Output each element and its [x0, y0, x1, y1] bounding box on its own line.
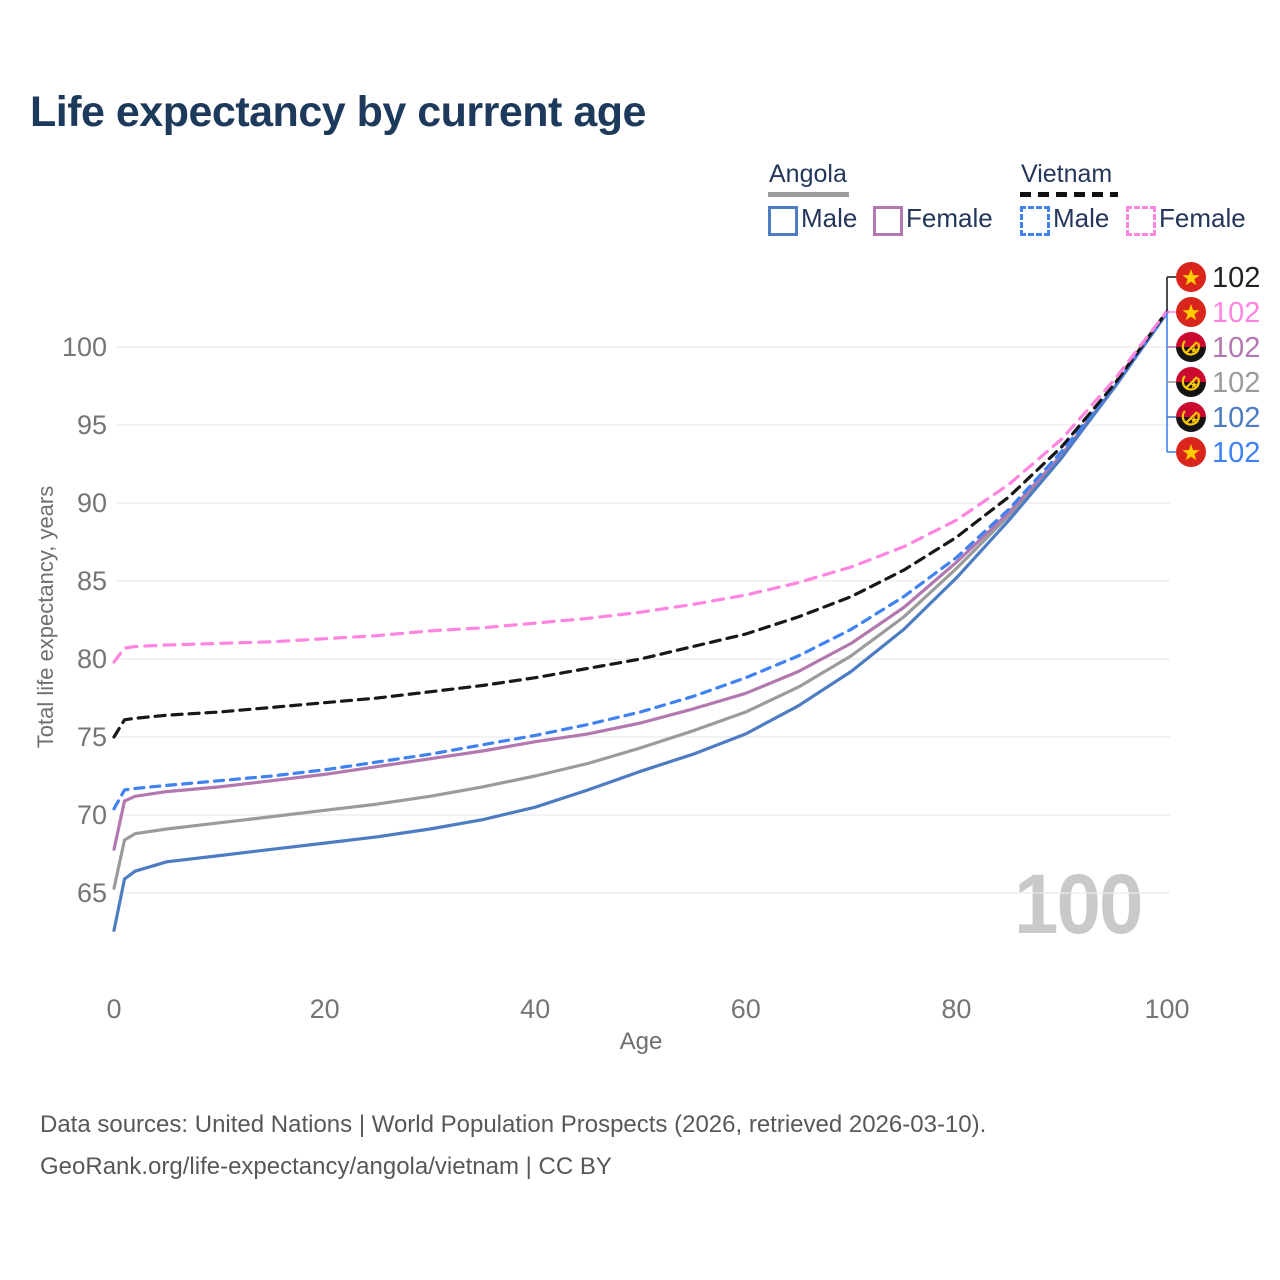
angola-flag-machete: [1185, 341, 1198, 354]
end-label-row: 102: [1167, 402, 1260, 434]
legend-swatch-angola-female[interactable]: [873, 206, 903, 236]
y-tick-label: 100: [62, 332, 107, 362]
angola-flag-icon: [1176, 367, 1206, 397]
end-label-row: 102: [1167, 367, 1260, 399]
angola-flag-star: [1190, 381, 1198, 389]
legend-label-angola-female[interactable]: Female: [906, 203, 993, 233]
angola-flag-red: [1176, 367, 1206, 382]
end-label-value: 102: [1212, 367, 1260, 399]
end-label-value: 102: [1212, 437, 1260, 469]
angola-flag-icon: [1176, 332, 1206, 362]
footer-sources: Data sources: United Nations | World Pop…: [40, 1111, 987, 1138]
y-tick-label: 90: [77, 488, 107, 518]
angola-flag-gear: [1181, 340, 1200, 356]
angola-flag-machete: [1185, 411, 1198, 424]
angola-flag-star: [1190, 346, 1198, 354]
x-tick-label: 100: [1144, 994, 1189, 1024]
legend-group-vietnam[interactable]: Vietnam: [1021, 160, 1113, 188]
vietnam-flag-star: [1182, 269, 1200, 286]
y-tick-label: 75: [77, 722, 107, 752]
end-label-row: 102: [1167, 262, 1260, 294]
end-label-value: 102: [1212, 402, 1260, 434]
page-title: Life expectancy by current age: [30, 88, 646, 136]
angola-flag-gear: [1181, 410, 1200, 426]
angola-flag-machete: [1185, 376, 1198, 389]
end-label-value: 102: [1212, 262, 1260, 294]
end-label-value: 102: [1212, 297, 1260, 329]
x-axis-title: Age: [619, 1028, 663, 1055]
x-tick-label: 40: [520, 994, 550, 1024]
x-tick-label: 0: [106, 994, 121, 1024]
legend-swatch-angola-male[interactable]: [768, 206, 798, 236]
angola-flag-red: [1176, 332, 1206, 347]
x-tick-label: 20: [310, 994, 340, 1024]
legend-group-angola[interactable]: Angola: [769, 160, 847, 188]
legend-swatch-vietnam-female[interactable]: [1126, 206, 1156, 236]
angola-flag-red: [1176, 402, 1206, 417]
footer-link: GeoRank.org/life-expectancy/angola/vietn…: [40, 1153, 612, 1180]
vietnam-flag-star: [1182, 304, 1200, 321]
angola-flag-gear: [1181, 375, 1200, 391]
angola-flag-star: [1190, 416, 1198, 424]
legend-label-vietnam-male[interactable]: Male: [1053, 203, 1110, 233]
y-tick-label: 85: [77, 566, 107, 596]
series-line-angola-total: [112, 311, 1169, 890]
legend-vietnam-line-sample: [1020, 192, 1118, 197]
end-label-value: 102: [1212, 332, 1260, 364]
footer: Data sources: United Nations | World Pop…: [40, 1104, 986, 1188]
series-line-vietnam-male: [112, 311, 1169, 811]
y-tick-label: 80: [77, 644, 107, 674]
series-line-vietnam-total: [112, 309, 1169, 739]
angola-flag-icon: [1176, 402, 1206, 432]
series-line-vietnam-female: [112, 309, 1169, 664]
end-label-row: 102: [1167, 297, 1260, 329]
legend-angola-line-sample: [768, 192, 849, 197]
end-label-row: 102: [1167, 437, 1260, 469]
x-tick-label: 80: [941, 994, 971, 1024]
y-tick-label: 70: [77, 800, 107, 830]
series-line-angola-female: [112, 311, 1169, 851]
legend-label-angola-male[interactable]: Male: [801, 203, 858, 233]
age-watermark: 100: [1014, 857, 1143, 951]
series-line-angola-male: [112, 311, 1169, 933]
end-label-row: 102: [1167, 332, 1260, 364]
y-tick-label: 95: [77, 410, 107, 440]
x-tick-label: 60: [731, 994, 761, 1024]
legend-label-vietnam-female[interactable]: Female: [1159, 203, 1246, 233]
legend-swatch-vietnam-male[interactable]: [1020, 206, 1050, 236]
vietnam-flag-star: [1182, 444, 1200, 461]
y-tick-label: 65: [77, 878, 107, 908]
